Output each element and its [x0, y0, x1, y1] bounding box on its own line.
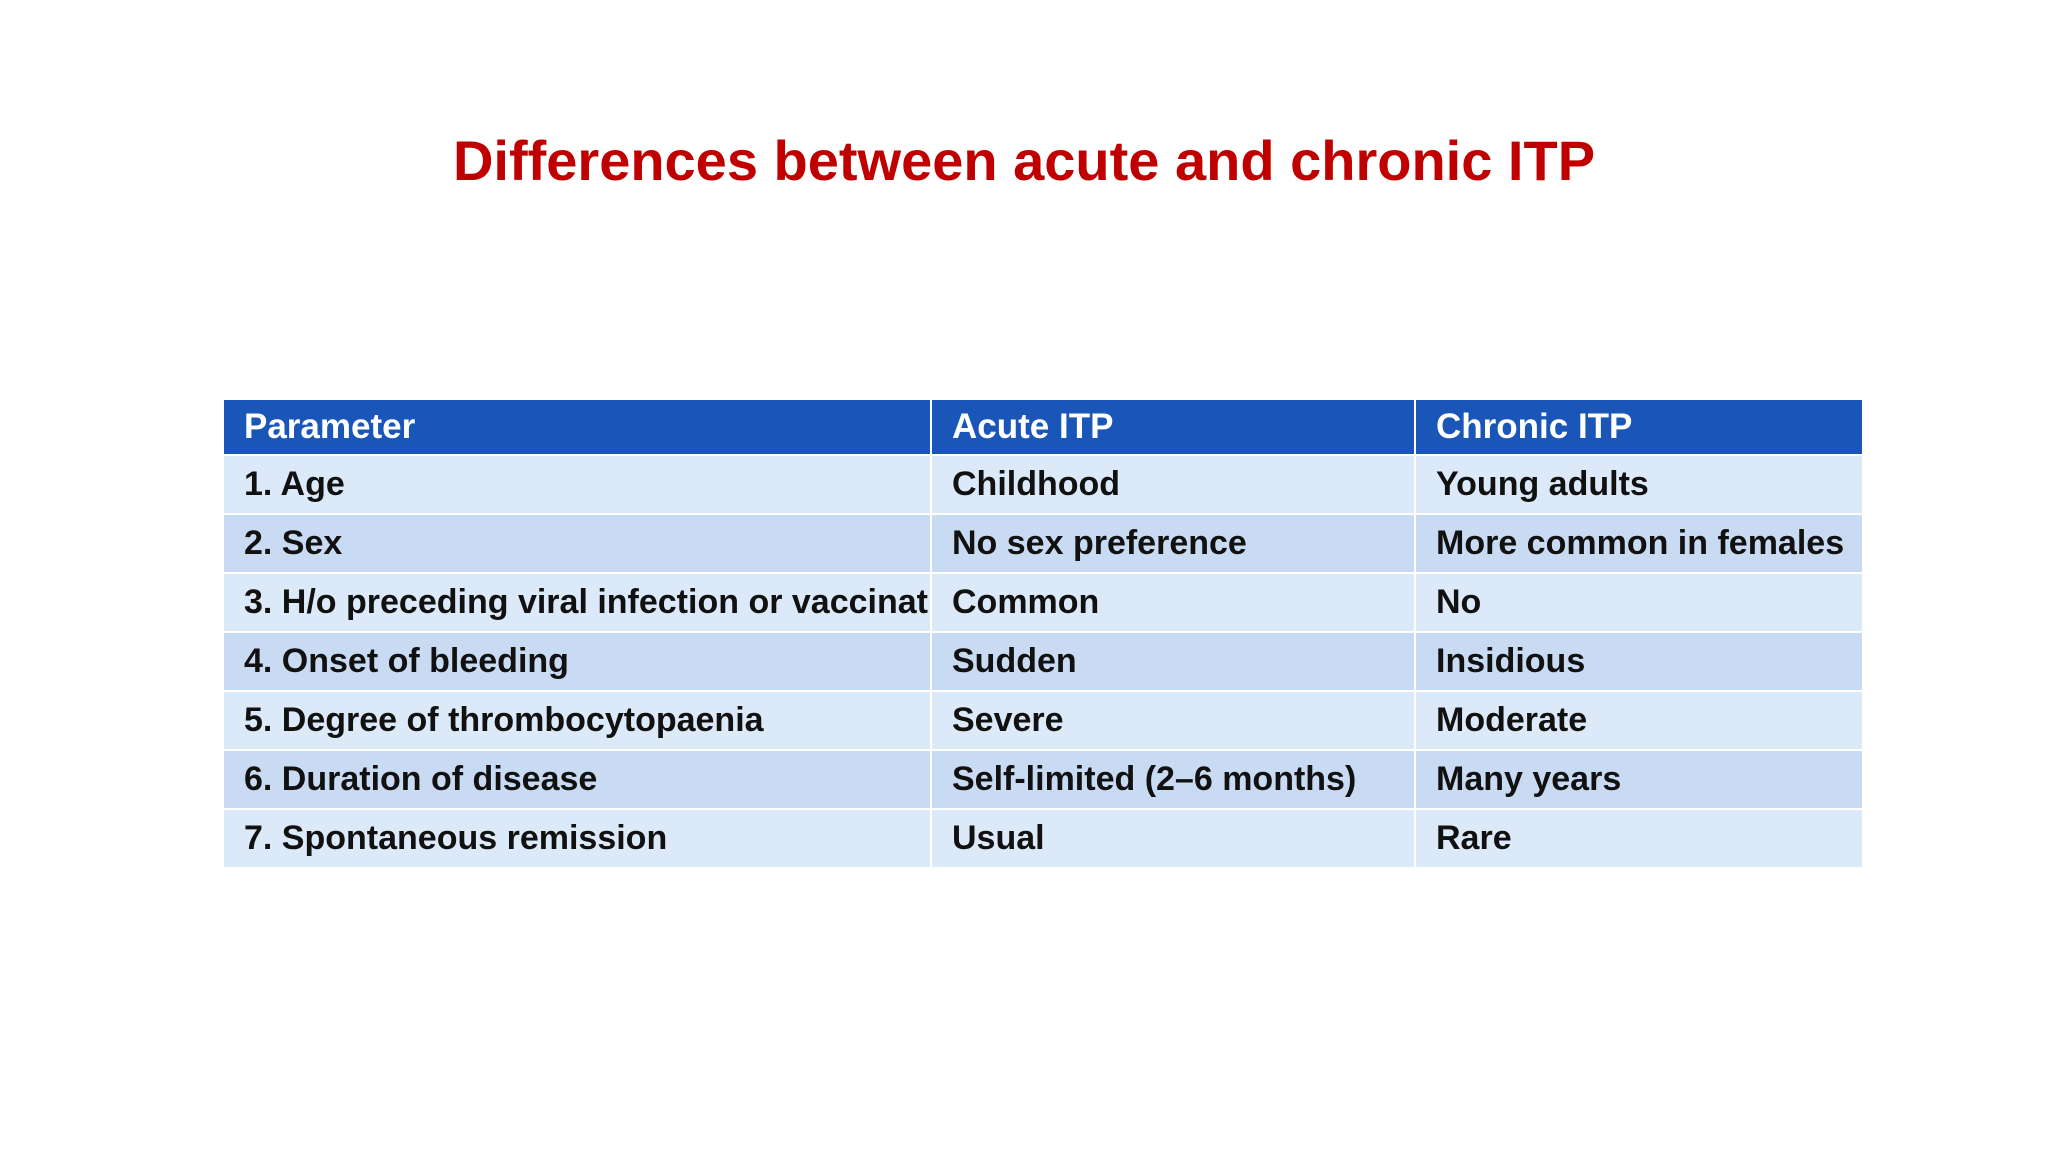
chronic-cell: More common in females	[1414, 513, 1864, 574]
acute-cell: Usual	[930, 808, 1416, 869]
chronic-cell: Insidious	[1414, 631, 1864, 692]
chronic-cell: No	[1414, 572, 1864, 633]
table-row: 2. Sex No sex preference More common in …	[222, 513, 1864, 574]
table-header-row: Parameter Acute ITP Chronic ITP	[222, 398, 1864, 456]
param-cell: 4. Onset of bleeding	[222, 631, 932, 692]
acute-cell: Sudden	[930, 631, 1416, 692]
chronic-cell: Young adults	[1414, 454, 1864, 515]
acute-cell: Childhood	[930, 454, 1416, 515]
page-title: Differences between acute and chronic IT…	[452, 129, 1596, 192]
param-cell: 3. H/o preceding viral infection or vacc…	[222, 572, 932, 633]
acute-cell: No sex preference	[930, 513, 1416, 574]
table-row: 7. Spontaneous remission Usual Rare	[222, 808, 1864, 869]
chronic-cell: Many years	[1414, 749, 1864, 810]
param-cell: 6. Duration of disease	[222, 749, 932, 810]
chronic-cell: Moderate	[1414, 690, 1864, 751]
acute-cell: Common	[930, 572, 1416, 633]
header-chronic-itp: Chronic ITP	[1414, 398, 1864, 456]
comparison-table: Parameter Acute ITP Chronic ITP 1. Age C…	[222, 398, 1864, 869]
param-cell: 2. Sex	[222, 513, 932, 574]
param-cell: 1. Age	[222, 454, 932, 515]
table-row: 6. Duration of disease Self-limited (2–6…	[222, 749, 1864, 810]
acute-cell: Severe	[930, 690, 1416, 751]
table-row: 5. Degree of thrombocytopaenia Severe Mo…	[222, 690, 1864, 751]
chronic-cell: Rare	[1414, 808, 1864, 869]
acute-cell: Self-limited (2–6 months)	[930, 749, 1416, 810]
param-cell: 5. Degree of thrombocytopaenia	[222, 690, 932, 751]
header-acute-itp: Acute ITP	[930, 398, 1416, 456]
header-parameter: Parameter	[222, 398, 932, 456]
param-cell: 7. Spontaneous remission	[222, 808, 932, 869]
table-row: 1. Age Childhood Young adults	[222, 454, 1864, 515]
table-row: 4. Onset of bleeding Sudden Insidious	[222, 631, 1864, 692]
table-row: 3. H/o preceding viral infection or vacc…	[222, 572, 1864, 633]
